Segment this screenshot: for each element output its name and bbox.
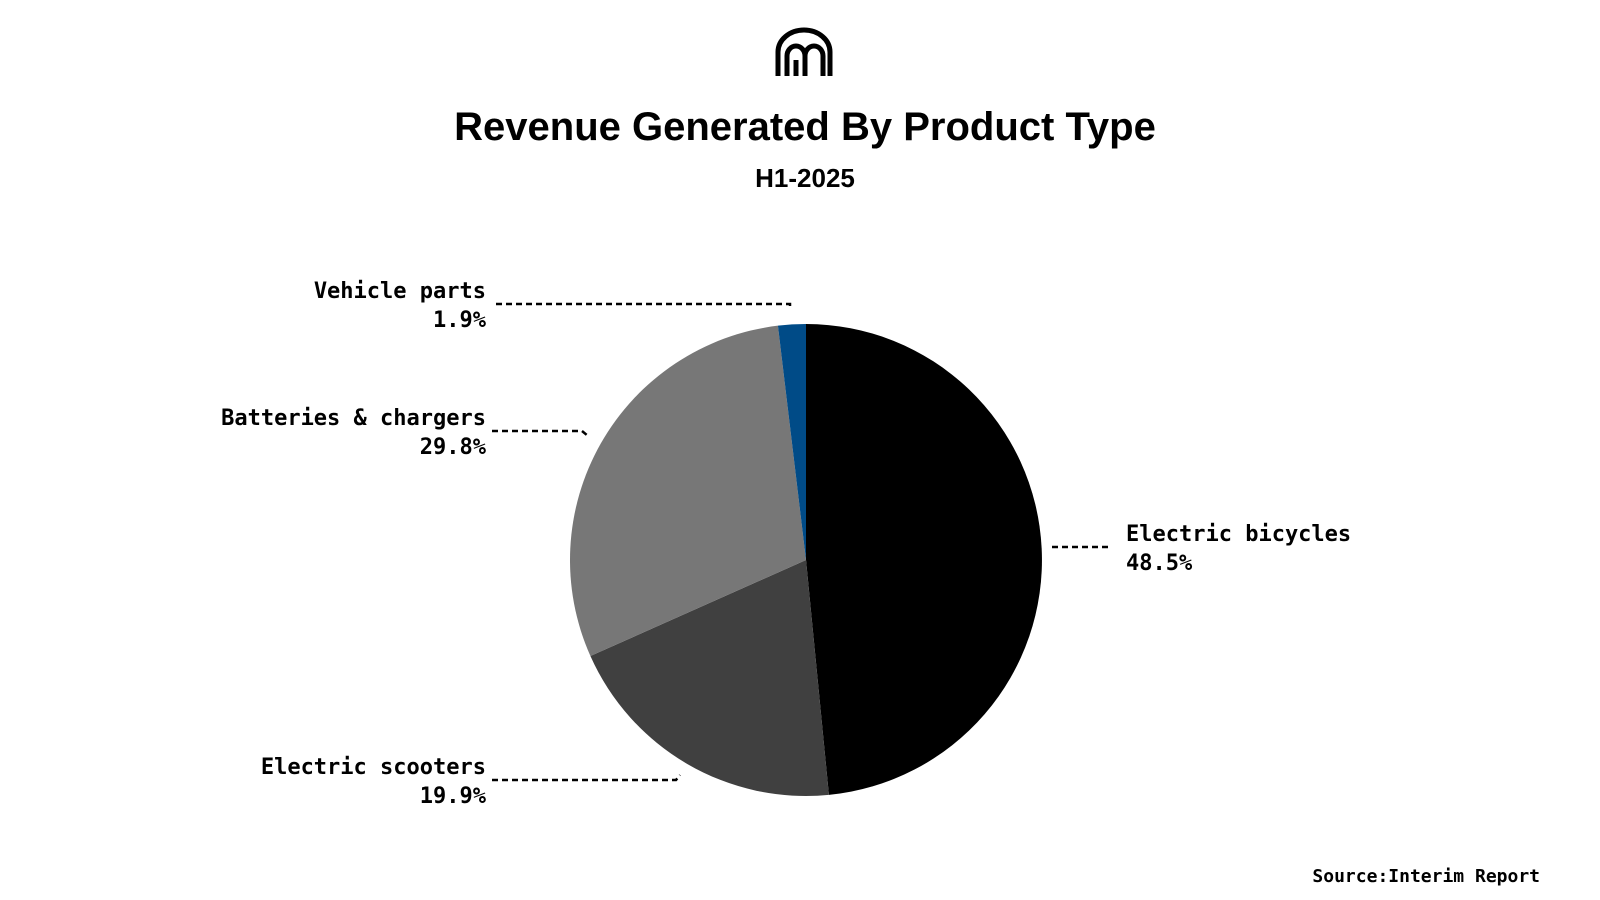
slice-label-vehicle-parts: Vehicle parts — [314, 279, 486, 304]
slice-value-vehicle-parts: 1.9% — [433, 308, 487, 333]
leader-line-vehicle-parts — [496, 302, 792, 310]
m-arch-logo-icon — [775, 27, 833, 76]
slice-label-batteries-chargers: Batteries & chargers — [221, 406, 486, 431]
chart-subtitle: H1-2025 — [755, 163, 855, 193]
pie-slice-batteries-chargers — [569, 325, 806, 657]
svg-text:19.9%: 19.9% — [420, 784, 487, 809]
slice-value-batteries-chargers: 29.8% — [420, 435, 487, 460]
svg-text:48.5%: 48.5% — [1126, 551, 1193, 576]
leader-lines — [492, 302, 1112, 782]
source-note: Source:Interim Report — [1312, 866, 1540, 887]
pie-slices — [569, 324, 1042, 796]
pie-slice-vehicle-parts — [777, 324, 806, 560]
pie-slice-electric-bicycles — [806, 324, 1042, 795]
svg-text:Batteries & chargers: Batteries & chargers — [221, 406, 486, 431]
slice-label-electric-scooters: Electric scooters — [261, 755, 486, 780]
slice-label-electric-bicycles: Electric bicycles — [1126, 522, 1351, 547]
leader-line-electric-scooters — [492, 774, 681, 782]
pie-slice-electric-scooters — [590, 560, 829, 796]
svg-text:1.9%: 1.9% — [433, 308, 487, 333]
svg-text:29.8%: 29.8% — [420, 435, 487, 460]
svg-text:Electric scooters: Electric scooters — [261, 755, 486, 780]
svg-text:Electric bicycles: Electric bicycles — [1126, 522, 1351, 547]
slice-value-electric-scooters: 19.9% — [420, 784, 487, 809]
leader-line-batteries-chargers — [492, 429, 589, 437]
chart-title: Revenue Generated By Product Type — [454, 105, 1156, 149]
svg-text:Vehicle parts: Vehicle parts — [314, 279, 486, 304]
slice-value-electric-bicycles: 48.5% — [1126, 551, 1193, 576]
